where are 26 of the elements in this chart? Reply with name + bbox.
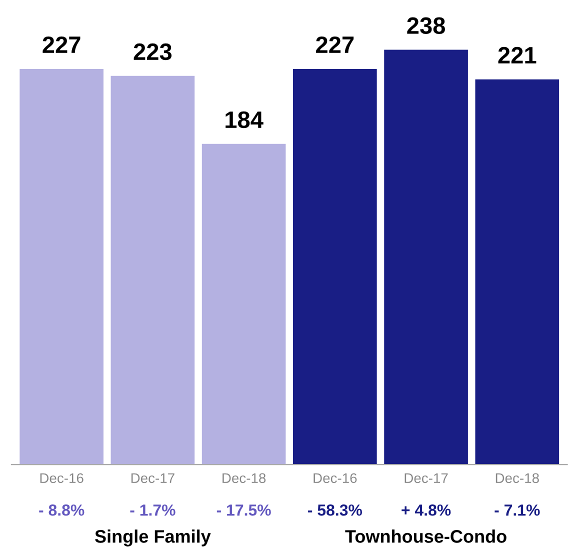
x-tick-label: Dec-16 xyxy=(314,473,357,484)
data-label: 238 xyxy=(407,17,446,34)
text: - 7.1% xyxy=(494,504,540,516)
data-label: 227 xyxy=(42,36,80,53)
bar xyxy=(202,144,286,465)
text: - 8.8% xyxy=(39,504,84,516)
x-tick-label: Dec-17 xyxy=(131,473,174,484)
bar xyxy=(384,50,468,465)
data-label: 184 xyxy=(226,111,264,128)
text: - 17.5% xyxy=(216,504,271,516)
data-label: 221 xyxy=(498,46,536,64)
bar xyxy=(110,76,195,465)
text: - 1.7% xyxy=(130,504,176,516)
text: - 58.3% xyxy=(308,504,362,516)
text: Townhouse-Condo xyxy=(345,530,506,543)
x-tick-label: Dec-16 xyxy=(40,473,84,484)
x-tick-label: Dec-18 xyxy=(222,473,266,484)
data-label: 223 xyxy=(134,43,172,60)
x-tick-label: Dec-17 xyxy=(404,473,448,484)
x-tick-label: Dec-18 xyxy=(496,473,539,484)
data-label: 227 xyxy=(316,36,354,53)
text: Single Family xyxy=(95,530,211,546)
text: + 4.8% xyxy=(402,504,451,516)
bar xyxy=(475,79,560,465)
bar xyxy=(20,68,104,465)
bar xyxy=(293,68,377,465)
